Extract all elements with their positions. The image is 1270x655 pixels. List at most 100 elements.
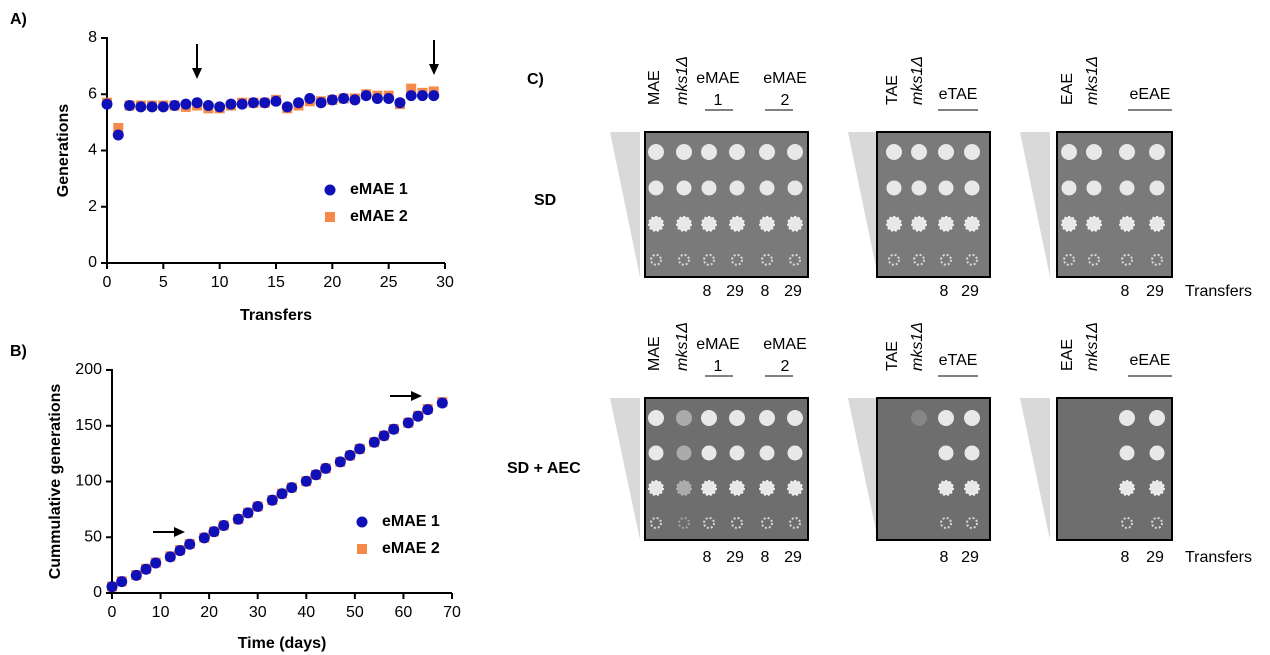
colony: [676, 445, 692, 461]
colony: [701, 480, 717, 496]
colony: [701, 180, 717, 196]
panel-label: A): [10, 11, 27, 28]
point: [202, 100, 214, 111]
y-tick-label: 200: [75, 361, 102, 378]
point: [157, 101, 169, 113]
dilution-wedge: [1020, 132, 1050, 277]
colony: [1121, 517, 1133, 529]
transfer-number: 8: [1121, 283, 1130, 300]
colony: [678, 253, 690, 266]
colony: [940, 517, 952, 529]
y-tick-label: 2: [88, 198, 97, 215]
strain-label: eEAE: [1130, 86, 1171, 103]
colony: [759, 445, 775, 461]
point: [354, 443, 366, 455]
y-tick-label: 100: [75, 473, 102, 490]
colony: [1119, 144, 1135, 160]
strain-label: eTAE: [939, 86, 978, 103]
point: [412, 410, 424, 422]
colony: [964, 480, 980, 496]
x-tick-label: 5: [159, 274, 168, 291]
transfer-number: 29: [784, 283, 802, 300]
x-tick-label: 10: [152, 604, 170, 621]
legend-swatch: [356, 516, 368, 528]
y-tick-label: 0: [88, 254, 97, 271]
point: [349, 94, 361, 106]
point: [326, 94, 338, 106]
row-label: SD: [534, 192, 556, 209]
colony: [1086, 215, 1102, 232]
point: [214, 101, 226, 113]
colony: [964, 445, 980, 461]
point: [368, 436, 380, 448]
colony: [729, 215, 745, 232]
x-tick-label: 50: [346, 604, 364, 621]
point: [344, 449, 356, 461]
strain-label: MAE: [646, 336, 663, 371]
point: [378, 430, 390, 442]
transfer-number: 29: [961, 283, 979, 300]
colony: [729, 445, 745, 461]
y-tick-label: 4: [88, 142, 97, 159]
point: [174, 545, 186, 557]
x-tick-label: 30: [249, 604, 267, 621]
transfer-number: 8: [940, 283, 949, 300]
colony: [938, 410, 954, 426]
dilution-wedge: [1020, 398, 1050, 540]
colony: [676, 480, 692, 496]
legend-label: eMAE 2: [350, 208, 408, 225]
colony: [966, 517, 978, 529]
colony: [648, 410, 664, 426]
colony: [1086, 144, 1102, 160]
colony: [650, 253, 662, 266]
colony: [938, 445, 954, 461]
point: [259, 97, 271, 109]
colony: [964, 410, 980, 426]
point: [334, 456, 346, 468]
point: [236, 98, 248, 110]
colony: [1061, 144, 1077, 160]
strain-label: MAE: [646, 70, 663, 105]
transfer-number: 8: [1121, 549, 1130, 566]
point: [416, 90, 428, 102]
x-tick-label: 60: [395, 604, 413, 621]
point: [208, 526, 220, 538]
strain-label: eMAE: [696, 70, 740, 87]
colony: [648, 144, 664, 160]
y-tick-label: 0: [93, 584, 102, 601]
point: [388, 423, 400, 435]
point: [320, 462, 332, 474]
colony: [731, 253, 743, 266]
strain-label: TAE: [884, 75, 901, 105]
point: [191, 97, 203, 109]
colony: [676, 144, 692, 160]
strain-number: 1: [714, 92, 723, 109]
transfer-number: 29: [1146, 549, 1164, 566]
colony: [759, 480, 775, 496]
colony: [759, 144, 775, 160]
strain-label: EAE: [1059, 73, 1076, 105]
colony: [787, 410, 803, 426]
colony: [1119, 410, 1135, 426]
colony: [789, 253, 801, 266]
colony: [676, 215, 692, 232]
plate: [644, 397, 809, 541]
colony: [964, 144, 980, 160]
point: [402, 417, 414, 429]
point: [232, 513, 244, 525]
strain-number: 2: [781, 358, 790, 375]
colony: [1149, 410, 1165, 426]
point: [113, 123, 124, 133]
point: [304, 92, 316, 104]
transfers-label: Transfers: [1185, 549, 1252, 566]
transfer-number: 29: [784, 549, 802, 566]
colony: [678, 517, 690, 529]
colony: [886, 180, 902, 196]
point: [422, 404, 434, 416]
point: [150, 557, 162, 569]
y-axis-label: Cummulative generations: [47, 384, 64, 580]
colony: [964, 180, 980, 196]
colony: [701, 215, 717, 232]
x-tick-label: 40: [297, 604, 315, 621]
colony: [1149, 445, 1165, 461]
